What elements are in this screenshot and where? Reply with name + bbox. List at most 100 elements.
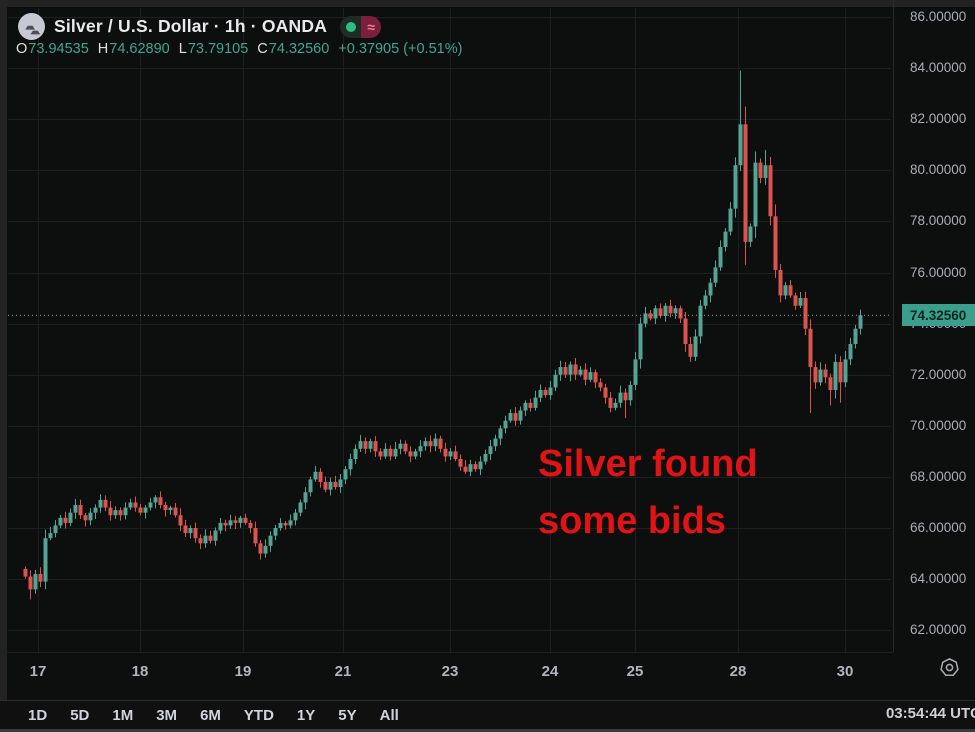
candle-body <box>343 469 348 480</box>
candle-body <box>303 492 308 503</box>
candle-body <box>83 515 88 521</box>
symbol-title[interactable]: Silver / U.S. Dollar · 1h · OANDA <box>54 16 328 36</box>
candle-body <box>698 305 703 337</box>
candle-body <box>248 522 253 528</box>
candle-body <box>323 482 328 490</box>
candle-body <box>578 369 583 375</box>
candle-body <box>188 528 193 534</box>
price-axis-label: 62.00000 <box>910 622 967 638</box>
candle-body <box>788 285 793 296</box>
candle-body <box>293 512 298 521</box>
candle-body <box>688 344 693 357</box>
time-axis[interactable]: 17 18 19 21 23 24 25 28 30 <box>0 652 893 699</box>
candle-body <box>88 512 93 521</box>
clock-utc[interactable]: 03:54:44 UTC <box>885 705 975 722</box>
price-axis-label: 80.00000 <box>910 162 967 178</box>
candle-body <box>713 267 718 283</box>
range-button-5y[interactable]: 5Y <box>338 706 357 724</box>
axis-settings-button[interactable] <box>934 653 964 681</box>
candle-body <box>633 359 638 385</box>
candle-body <box>483 453 488 462</box>
candle-body <box>223 522 228 526</box>
candle-body <box>553 374 558 388</box>
candle-body <box>78 505 83 516</box>
candle-body <box>563 367 568 375</box>
ohlc-readout: O73.94535 H74.62890 L73.79105 C74.32560 … <box>16 41 462 57</box>
bottom-edge-strip <box>0 728 975 732</box>
candle-body <box>533 397 538 408</box>
candle-body <box>123 507 128 516</box>
candle-body <box>273 528 278 536</box>
current-price-tag: 74.32560 <box>902 304 975 327</box>
range-button-5d[interactable]: 5D <box>70 706 90 724</box>
candle-body <box>173 507 178 516</box>
candle-body <box>348 459 353 470</box>
date-axis-label: 24 <box>541 663 559 680</box>
candle-body <box>618 392 623 403</box>
candle-body <box>68 512 73 523</box>
candle-body <box>458 459 463 467</box>
range-button-1m[interactable]: 1M <box>112 706 134 724</box>
price-axis[interactable]: 74.32560 86.00000 84.00000 82.00000 80.0000… <box>893 0 975 652</box>
candle-body <box>338 479 343 488</box>
candle-body <box>603 387 608 398</box>
candle-body <box>28 576 33 590</box>
candle-body <box>413 451 418 457</box>
candle-body <box>448 451 453 457</box>
candle-body <box>93 507 98 513</box>
annotation-line-2: some bids <box>538 500 726 542</box>
candle-body <box>43 538 48 582</box>
candle-body <box>373 441 378 452</box>
candle-body <box>238 517 243 523</box>
candle-body <box>258 543 263 554</box>
candle-body <box>103 499 108 508</box>
candle-body <box>168 507 173 511</box>
candle-body <box>333 482 338 488</box>
market-open-dot-icon <box>340 15 362 38</box>
candle-body <box>398 443 403 449</box>
candle-body <box>353 448 358 460</box>
candle-body <box>253 528 258 544</box>
candle-body <box>593 372 598 383</box>
range-button-1y[interactable]: 1Y <box>296 706 316 724</box>
candle-body <box>288 520 293 526</box>
candlestick-chart[interactable] <box>0 0 975 652</box>
candle-body <box>813 367 818 383</box>
candle-body <box>178 515 183 526</box>
candle-body <box>368 441 373 449</box>
candle-body <box>733 165 738 209</box>
range-selector: 1D 5D 1M 3M 6M YTD 1Y 5Y All <box>0 707 399 724</box>
candle-body <box>328 482 333 490</box>
range-button-3m[interactable]: 3M <box>156 706 178 724</box>
candle-body <box>403 443 408 452</box>
candle-body <box>468 464 473 472</box>
candle-body <box>118 510 123 516</box>
candle-body <box>818 369 823 383</box>
candle-body <box>503 420 508 429</box>
candle-body <box>313 471 318 480</box>
candle-body <box>513 413 518 421</box>
candle-body <box>113 510 118 516</box>
candle-body <box>48 533 53 539</box>
candle-body <box>668 305 673 314</box>
candle-body <box>703 295 708 306</box>
range-button-6m[interactable]: 6M <box>200 706 221 724</box>
range-button-1d[interactable]: 1D <box>28 706 48 724</box>
candle-body <box>588 372 593 380</box>
candle-body <box>838 361 843 383</box>
candle-body <box>408 451 413 457</box>
candle-body <box>38 573 43 582</box>
market-status-pill[interactable]: ≈ <box>340 15 382 38</box>
range-button-all[interactable]: All <box>379 706 399 724</box>
range-button-ytd[interactable]: YTD <box>243 706 274 724</box>
candle-body <box>773 216 778 270</box>
candle-body <box>388 448 393 457</box>
candle-body <box>568 364 573 375</box>
silver-ingots-icon[interactable] <box>18 13 45 40</box>
candle-body <box>638 323 643 360</box>
candle-body <box>728 208 733 232</box>
candle-body <box>803 298 808 329</box>
date-axis-label: 25 <box>626 663 644 680</box>
date-axis-label: 23 <box>441 663 459 680</box>
candle-body <box>33 573 38 590</box>
